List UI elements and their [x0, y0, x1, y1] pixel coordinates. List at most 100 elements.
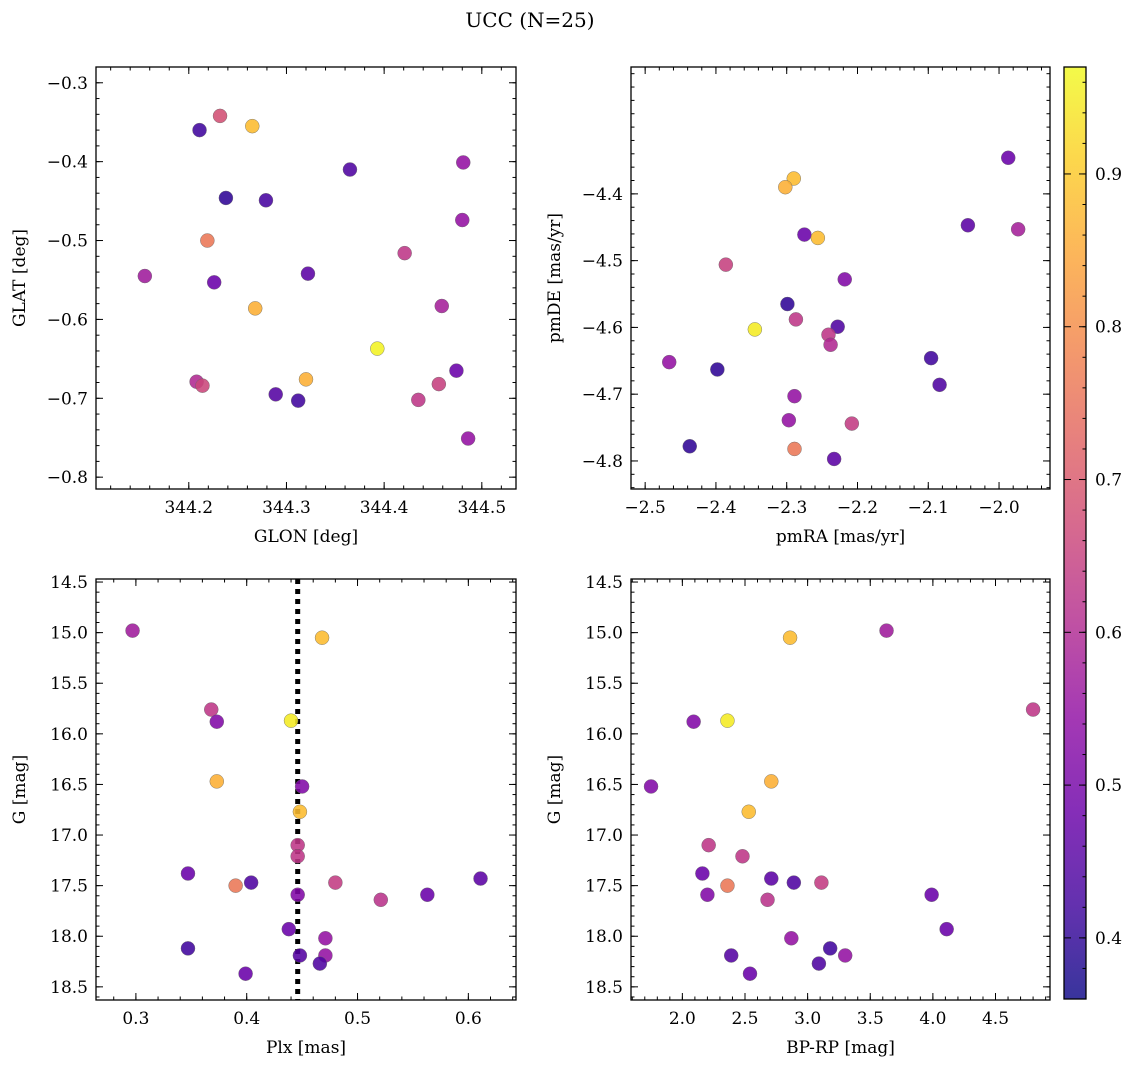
data-point — [238, 966, 253, 981]
x-tick-label: 3.5 — [857, 1009, 884, 1029]
data-point — [701, 837, 716, 853]
x-tick-label: 3.0 — [794, 1009, 821, 1029]
data-point — [300, 266, 316, 281]
y-tick-label: 18.0 — [50, 927, 88, 947]
data-point — [797, 227, 812, 242]
y-tick-label: 14.5 — [585, 573, 623, 593]
data-point — [209, 774, 224, 789]
y-axis-label: G [mag] — [10, 755, 30, 824]
y-tick-label: −0.6 — [47, 310, 88, 330]
data-point — [456, 155, 471, 170]
data-point — [283, 713, 299, 728]
colorbar-tick-label: 0.9 — [1095, 165, 1122, 185]
y-tick-label: 16.0 — [585, 725, 623, 745]
data-point — [780, 296, 795, 312]
data-point — [823, 337, 838, 352]
y-tick-label: 15.5 — [585, 674, 623, 694]
data-point — [292, 948, 308, 963]
panel-4: 2.0 2.5 3.0 3.5 4.0 4.5 14.5 15.0 15.5 16.0 16.5 17… — [545, 573, 1051, 1058]
colorbar-tick-label: 0.4 — [1095, 929, 1122, 949]
colorbar-tick-label: 0.8 — [1095, 318, 1122, 338]
data-point — [786, 875, 802, 890]
y-tick-label: −4.4 — [582, 185, 623, 205]
colorbar: 0.4 0.5 0.6 0.7 0.8 0.9 — [1063, 66, 1122, 1000]
panel-2: −2.5 −2.4 −2.3 −2.2 −2.1 −2.0 −4.8 −4.7 −4.6 −4.5… — [545, 66, 1051, 547]
data-point — [125, 623, 140, 638]
data-point — [314, 630, 330, 645]
data-point — [742, 966, 758, 981]
data-point — [735, 849, 750, 864]
data-point — [932, 377, 947, 393]
y-tick-label: 16.5 — [585, 775, 623, 795]
data-point — [204, 702, 219, 717]
data-point — [662, 354, 677, 370]
data-point — [180, 941, 196, 956]
data-point — [643, 779, 659, 794]
y-tick-label: 15.5 — [50, 674, 88, 694]
y-tick-label: −0.3 — [47, 74, 88, 94]
y-axis-label: pmDE [mas/yr] — [545, 213, 565, 343]
x-tick-label: 2.5 — [731, 1009, 758, 1029]
data-point — [939, 921, 954, 937]
data-point — [206, 275, 222, 290]
axes-frame — [630, 66, 1051, 490]
x-tick-label: 0.3 — [122, 1009, 149, 1029]
data-point — [1010, 222, 1026, 237]
x-tick-label: −2.0 — [978, 498, 1019, 518]
x-tick-label: −2.4 — [695, 498, 736, 518]
data-point — [258, 193, 274, 208]
data-point — [294, 779, 310, 794]
x-tick-label: 344.4 — [360, 498, 409, 518]
data-point — [411, 392, 426, 408]
data-point — [192, 122, 207, 138]
data-point — [460, 431, 476, 446]
data-point — [449, 363, 464, 378]
y-tick-label: −0.8 — [47, 468, 88, 488]
y-tick-label: 15.0 — [585, 624, 623, 644]
data-point — [924, 887, 939, 902]
data-point — [243, 875, 259, 890]
x-tick-label: −2.3 — [766, 498, 807, 518]
data-point — [826, 451, 842, 467]
data-point — [420, 887, 435, 902]
y-tick-label: 17.5 — [585, 877, 623, 897]
y-tick-label: 17.5 — [50, 877, 88, 897]
y-tick-label: −4.5 — [582, 252, 623, 272]
data-point — [212, 108, 228, 124]
y-tick-label: 17.0 — [585, 826, 623, 846]
data-point — [298, 372, 314, 387]
data-point — [879, 623, 894, 638]
data-point — [960, 218, 976, 233]
colorbar-tick-label: 0.5 — [1095, 776, 1122, 796]
data-point — [290, 887, 305, 902]
data-point — [318, 931, 333, 946]
y-tick-label: 16.5 — [50, 775, 88, 795]
data-point — [923, 350, 939, 366]
data-point — [760, 892, 775, 908]
data-point — [747, 322, 763, 337]
data-point — [473, 871, 488, 886]
data-point — [686, 714, 701, 729]
data-point — [290, 849, 305, 864]
data-point — [837, 948, 853, 963]
data-point — [397, 245, 412, 261]
data-point — [209, 714, 224, 729]
x-axis-label: BP-RP [mag] — [786, 1038, 895, 1058]
panel-1: 344.2 344.3 344.4 344.5 −0.8 −0.7 −0.6 −0.5 −0.4… — [10, 66, 517, 547]
data-point — [245, 118, 260, 134]
data-point — [292, 804, 308, 819]
y-axis-label: GLAT [deg] — [10, 229, 30, 327]
colorbar-tick-label: 0.6 — [1095, 623, 1122, 643]
data-point — [180, 866, 196, 881]
data-point — [373, 892, 389, 908]
data-point — [720, 713, 735, 728]
data-point — [788, 312, 804, 327]
data-point — [830, 319, 845, 334]
data-point — [837, 272, 852, 287]
data-point — [778, 179, 793, 195]
data-point — [764, 774, 779, 789]
data-point — [328, 875, 343, 890]
data-point — [1001, 150, 1016, 166]
data-point — [724, 948, 739, 963]
data-point — [342, 162, 358, 177]
